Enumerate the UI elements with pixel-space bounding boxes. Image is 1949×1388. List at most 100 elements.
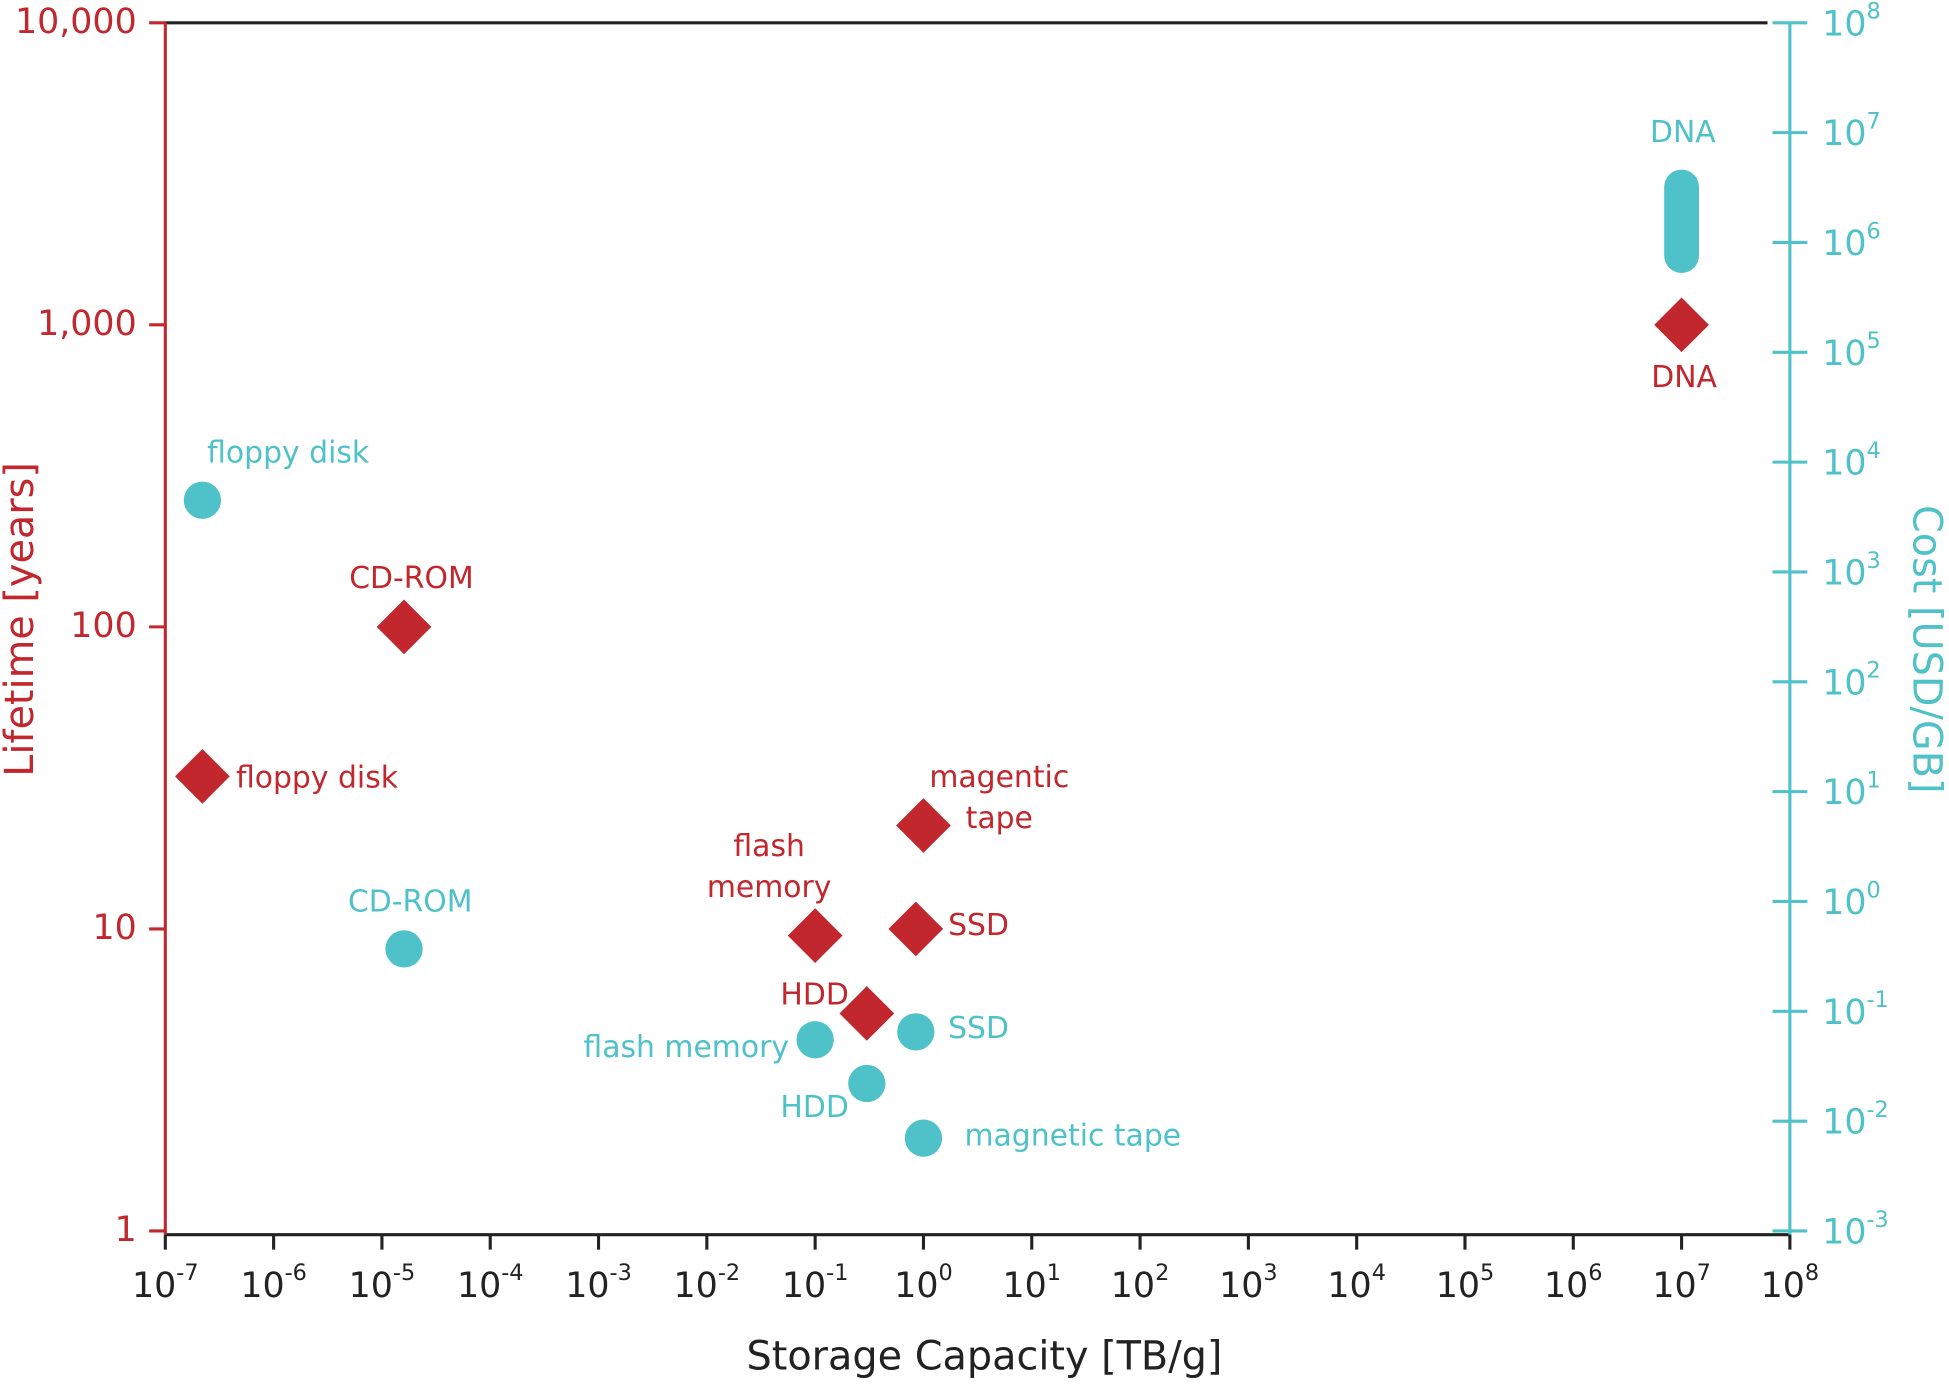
point-label: magentic	[929, 760, 1069, 795]
y2-tick-label: 106	[1822, 218, 1881, 264]
y2-tick-label: 108	[1822, 0, 1881, 44]
x-tick-label: 100	[894, 1260, 953, 1306]
x-tick-label-exponent: -6	[285, 1260, 307, 1286]
point-label: DNA	[1650, 115, 1716, 150]
x-tick-label-exponent: 0	[938, 1260, 952, 1286]
diamond-point	[839, 986, 895, 1041]
x-tick-label: 10-1	[782, 1260, 849, 1306]
point-label: floppy disk	[236, 760, 399, 795]
x-tick-label-exponent: -2	[718, 1260, 740, 1286]
x-tick-label-base: 10	[1544, 1266, 1588, 1306]
point-label: magnetic tape	[964, 1118, 1181, 1153]
y2-tick-label: 101	[1822, 767, 1881, 813]
y2-tick-label-exponent: -1	[1866, 987, 1888, 1013]
x-tick-label: 10-5	[349, 1260, 416, 1306]
x-tick-label-base: 10	[1327, 1266, 1371, 1306]
circle-point	[385, 930, 423, 968]
circle-point	[904, 1119, 943, 1157]
y-tick-label: 10,000	[15, 2, 137, 42]
y2-tick-label-base: 10	[1822, 334, 1866, 374]
diamond-point	[787, 908, 843, 963]
y2-tick-label-base: 10	[1822, 224, 1866, 264]
x-tick-label-base: 10	[349, 1266, 393, 1306]
x-tick-label-exponent: -5	[393, 1260, 415, 1286]
y2-tick-label-exponent: 3	[1866, 547, 1880, 573]
point-label: SSD	[948, 908, 1009, 943]
x-tick-label-base: 10	[894, 1266, 938, 1306]
x-tick-label-base: 10	[1761, 1266, 1805, 1306]
x-tick-label: 10-6	[240, 1260, 307, 1306]
circle-point	[183, 481, 222, 519]
x-tick-label-base: 10	[1219, 1266, 1263, 1306]
x-tick-label-exponent: 6	[1588, 1260, 1602, 1286]
y2-tick-label-exponent: 6	[1866, 218, 1880, 244]
y2-tick-label-base: 10	[1822, 663, 1866, 703]
x-tick-label-exponent: 8	[1805, 1260, 1819, 1286]
y2-tick-label-exponent: -3	[1866, 1206, 1888, 1232]
range-bar	[1664, 169, 1699, 273]
y2-tick-label-exponent: 7	[1866, 108, 1880, 134]
point-label: floppy disk	[207, 436, 370, 471]
point-label: flash memory	[583, 1030, 789, 1065]
y2-tick-label-exponent: 2	[1866, 657, 1880, 683]
point-label: DNA	[1651, 360, 1717, 395]
y2-tick-label-base: 10	[1822, 1212, 1866, 1252]
y-axis-title: Lifetime [years]	[0, 462, 43, 777]
y2-tick-label-exponent: 5	[1866, 328, 1880, 354]
y2-tick-label: 10-3	[1822, 1206, 1889, 1252]
diamond-point	[175, 749, 230, 804]
x-tick-label-base: 10	[674, 1266, 718, 1306]
x-tick-label-exponent: 4	[1372, 1260, 1386, 1286]
y2-tick-label-base: 10	[1822, 883, 1866, 923]
y2-tick-label-exponent: 0	[1866, 877, 1880, 903]
diamond-point	[888, 901, 944, 957]
diamond-point	[1654, 297, 1709, 353]
y2-tick-label: 102	[1822, 657, 1881, 703]
y2-tick-label: 100	[1822, 877, 1881, 923]
y2-tick-label-exponent: 1	[1866, 767, 1880, 793]
x-tick-label: 103	[1219, 1260, 1278, 1306]
y2-tick-label: 10-1	[1822, 987, 1889, 1033]
y2-tick-label-base: 10	[1822, 1103, 1866, 1143]
y2-tick-label-exponent: 4	[1866, 437, 1880, 463]
x-tick-label-exponent: 3	[1263, 1260, 1277, 1286]
x-tick-label: 10-7	[132, 1260, 199, 1306]
x-tick-label: 101	[1003, 1260, 1062, 1306]
circle-point	[848, 1064, 886, 1103]
point-label: tape	[966, 801, 1033, 836]
point-label: SSD	[948, 1011, 1009, 1046]
y2-axis-title: Cost [USD/GB]	[1904, 505, 1949, 794]
y2-tick-label: 103	[1822, 547, 1881, 593]
x-tick-label-exponent: 1	[1047, 1260, 1061, 1286]
y2-tick-label-base: 10	[1822, 773, 1866, 813]
y2-tick-label-base: 10	[1822, 553, 1866, 593]
x-tick-label-base: 10	[457, 1266, 501, 1306]
y-tick-label: 1	[115, 1210, 137, 1250]
x-tick-label: 10-3	[565, 1260, 632, 1306]
diamond-point	[376, 599, 432, 655]
y2-tick-label-base: 10	[1822, 993, 1866, 1033]
y2-tick-label: 104	[1822, 437, 1881, 483]
point-label: CD-ROM	[348, 884, 473, 919]
y-tick-label: 100	[70, 606, 136, 646]
point-label: HDD	[780, 978, 848, 1013]
y2-tick-label: 107	[1822, 108, 1881, 154]
x-tick-label: 105	[1436, 1260, 1495, 1306]
y2-tick-label-base: 10	[1822, 444, 1866, 484]
x-tick-label-base: 10	[782, 1266, 826, 1306]
x-tick-label-base: 10	[1111, 1266, 1155, 1306]
y2-tick-label-base: 10	[1822, 4, 1866, 44]
x-tick-label-exponent: -4	[501, 1260, 523, 1286]
x-tick-label: 108	[1761, 1260, 1820, 1306]
x-tick-label-base: 10	[240, 1266, 284, 1306]
point-label: CD-ROM	[349, 561, 474, 596]
y2-tick-label-base: 10	[1822, 114, 1866, 154]
x-tick-label-exponent: 5	[1480, 1260, 1494, 1286]
x-tick-label: 104	[1327, 1260, 1386, 1306]
x-axis-title: Storage Capacity [TB/g]	[746, 1333, 1222, 1379]
x-tick-label: 10-2	[674, 1260, 741, 1306]
y-tick-label: 10	[92, 908, 136, 948]
x-tick-label: 10-4	[457, 1260, 524, 1306]
x-tick-label-exponent: -3	[610, 1260, 632, 1286]
